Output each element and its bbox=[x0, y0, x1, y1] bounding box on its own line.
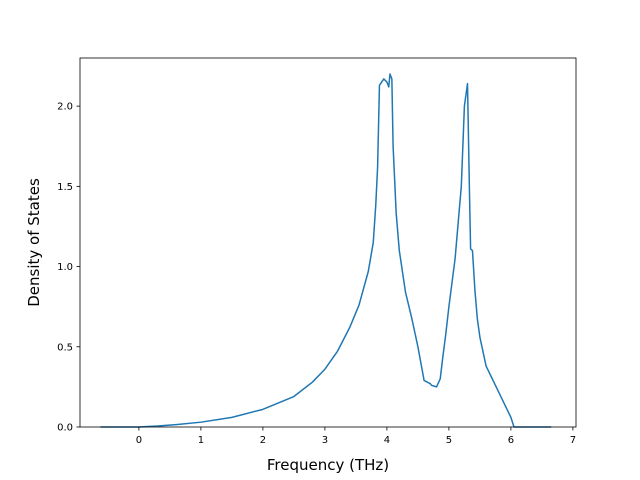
series-line-0 bbox=[100, 73, 552, 428]
x-tick-label: 7 bbox=[570, 435, 576, 446]
x-tick-label: 0 bbox=[136, 435, 142, 446]
x-tick-label: 6 bbox=[508, 435, 514, 446]
plot-area bbox=[80, 58, 576, 427]
x-tick-label: 2 bbox=[260, 435, 266, 446]
y-axis-label: Density of States bbox=[25, 178, 43, 307]
x-tick-label: 4 bbox=[384, 435, 390, 446]
x-tick-label: 5 bbox=[446, 435, 452, 446]
x-tick-label: 1 bbox=[198, 435, 204, 446]
y-axis-ticks: 0.0 0.5 1.0 1.5 2.0 bbox=[57, 102, 80, 434]
x-axis-label: Frequency (THz) bbox=[267, 456, 389, 474]
axes-frame bbox=[79, 57, 577, 428]
y-tick-label: 0.5 bbox=[57, 342, 73, 353]
x-axis-ticks: 0 1 2 3 4 5 6 7 bbox=[136, 427, 576, 446]
series-layer bbox=[100, 73, 552, 428]
y-tick-label: 1.0 bbox=[57, 262, 73, 273]
y-tick-label: 2.0 bbox=[57, 102, 73, 113]
x-tick-label: 3 bbox=[322, 435, 328, 446]
y-tick-label: 0.0 bbox=[57, 423, 73, 434]
y-tick-label: 1.5 bbox=[57, 182, 73, 193]
